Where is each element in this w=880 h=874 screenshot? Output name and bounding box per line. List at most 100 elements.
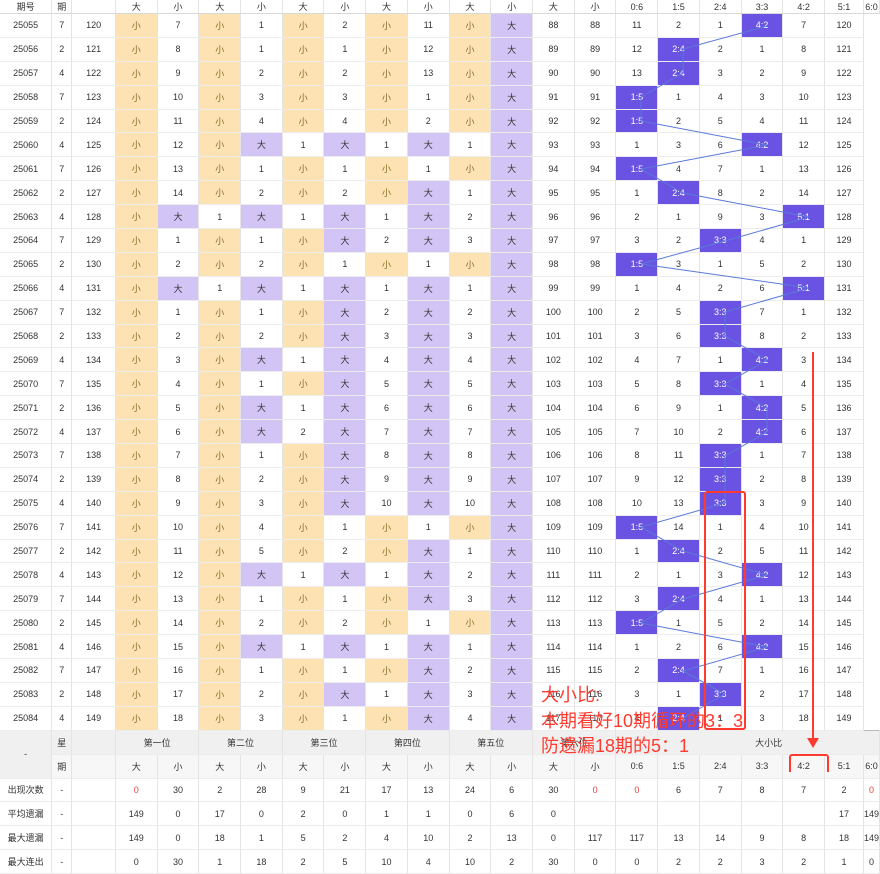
ratio-omit: 101 (574, 324, 617, 349)
ratio-hit: 1:5 (615, 515, 659, 540)
ratio-omit: 2 (782, 324, 825, 349)
footer-dash: - (0, 729, 53, 779)
ratio-omit: 11 (615, 13, 659, 38)
stat-value: 0 (323, 801, 367, 827)
omit-count: 8 (365, 443, 408, 468)
omit-count: 7 (157, 13, 200, 38)
stat-value: 0 (574, 778, 617, 803)
omit-count: 2 (365, 300, 408, 325)
digit-cell: 4 (51, 562, 73, 588)
omit-count: 1 (323, 586, 367, 612)
stat-value: 3 (741, 849, 784, 874)
omit-count: 2 (240, 180, 283, 206)
small-mark: 小 (282, 682, 325, 707)
omit-count: 89 (532, 37, 575, 62)
small-mark: 小 (365, 109, 408, 134)
omit-count: 17 (157, 682, 200, 707)
small-mark: 小 (365, 515, 408, 540)
ratio-omit: 92 (574, 109, 617, 134)
table-row: 25065 2 130 小 2 小 2 小 1 小 1 小大 98 98 1:5 3 1 5 2 130 (0, 251, 880, 277)
stat-value: 30 (157, 778, 200, 803)
ratio-omit: 2 (741, 61, 784, 86)
omit-cell: 147 (71, 658, 116, 683)
omit-cell: 134 (71, 347, 116, 373)
omit-count: 1 (282, 276, 325, 301)
footer-cell: 小 (323, 754, 367, 779)
ratio-omit: 127 (824, 180, 864, 206)
small-mark: 小 (449, 61, 492, 86)
stat-value (699, 801, 742, 827)
footer-group-row: - 星 第一位 第二位 第三位 第四位 第五位 第六位 大小比 (0, 729, 880, 779)
footer-blank (71, 729, 116, 755)
big-mark: 大 (240, 347, 283, 373)
omit-count: 2 (157, 324, 200, 349)
table-row: 25061 7 126 小 13 小 1 小 1 小 1 小大 94 94 1:5 4 7 1 13 126 (0, 156, 880, 182)
ratio-omit: 3 (657, 132, 700, 158)
stat-value: 2 (282, 849, 325, 874)
ratio-omit: 93 (574, 132, 617, 158)
ratio-omit: 1 (782, 228, 825, 253)
digit-cell: 4 (51, 419, 73, 445)
footer-cell: 大 (449, 754, 492, 779)
small-mark: 小 (115, 371, 158, 397)
omit-count: 7 (157, 443, 200, 468)
small-mark: 小 (198, 610, 242, 636)
ratio-omit: 3 (741, 490, 784, 516)
omit-count: 1 (323, 37, 367, 62)
omit-count: 107 (532, 467, 575, 492)
omit-count: 1 (449, 634, 492, 660)
omit-count: 1 (282, 204, 325, 230)
table-row: 25060 4 125 小 12 小大 1 大 1 大 1 大 93 93 1 3 6 4:2 12 125 (0, 132, 880, 158)
omit-count: 1 (323, 251, 367, 277)
ratio-omit: 2 (741, 180, 784, 206)
ratio-omit: 120 (824, 13, 864, 38)
period-cell: 25068 (0, 324, 53, 349)
digit-cell: 4 (51, 276, 73, 301)
omit-count: 113 (532, 610, 575, 636)
small-mark: 小 (282, 490, 325, 516)
stat-value (657, 801, 700, 827)
omit-count: 3 (240, 490, 283, 516)
big-mark: 大 (490, 109, 533, 134)
big-mark: 大 (407, 539, 450, 564)
period-cell: 25069 (0, 347, 53, 373)
stat-value: 21 (323, 778, 367, 803)
small-mark: 小 (115, 682, 158, 707)
big-mark: 大 (490, 156, 533, 182)
table-row: 25068 2 133 小 2 小 2 小大 3 大 3 大 101 101 3 6 3:3 8 2 133 (0, 324, 880, 349)
stat-value: 10 (407, 825, 450, 851)
big-mark: 大 (323, 132, 367, 158)
ratio-hit: 2:4 (657, 539, 700, 564)
table-row: 25081 4 146 小 15 小大 1 大 1 大 1 大 114 114 1 2 6 4:2 15 146 (0, 634, 880, 660)
digit-cell: 4 (51, 347, 73, 373)
header-period: 期号 (0, 0, 53, 14)
ratio-omit: 111 (574, 562, 617, 588)
ratio-omit: 95 (574, 180, 617, 206)
ratio-omit: 17 (782, 682, 825, 707)
omit-count: 1 (449, 276, 492, 301)
omit-cell: 123 (71, 85, 116, 110)
digit-cell: 4 (51, 132, 73, 158)
footer-cell-row: 期大小大小大小大小大小大小 0:6 1:5 2:4 3:3 4:2 5:1 6:0 (0, 754, 880, 779)
small-mark: 小 (449, 109, 492, 134)
omit-count: 2 (323, 610, 367, 636)
omit-count: 1 (240, 37, 283, 62)
stat-value: 9 (282, 778, 325, 803)
omit-count: 1 (365, 682, 408, 707)
ratio-omit: 1 (699, 251, 742, 277)
small-mark: 小 (198, 156, 242, 182)
omit-count: 1 (407, 251, 450, 277)
omit-count: 2 (365, 228, 408, 253)
small-mark: 小 (282, 251, 325, 277)
big-mark: 大 (407, 371, 450, 397)
big-mark: 大 (490, 85, 533, 110)
footer-cell: 小 (574, 754, 617, 779)
omit-count: 3 (323, 85, 367, 110)
header-cell: 3:3 (741, 0, 784, 14)
omit-count: 1 (240, 371, 283, 397)
ratio-omit: 3 (699, 562, 742, 588)
period-cell: 25077 (0, 539, 53, 564)
big-mark: 大 (157, 204, 200, 230)
footer-cell: 3:3 (741, 754, 784, 779)
small-mark: 小 (449, 13, 492, 38)
